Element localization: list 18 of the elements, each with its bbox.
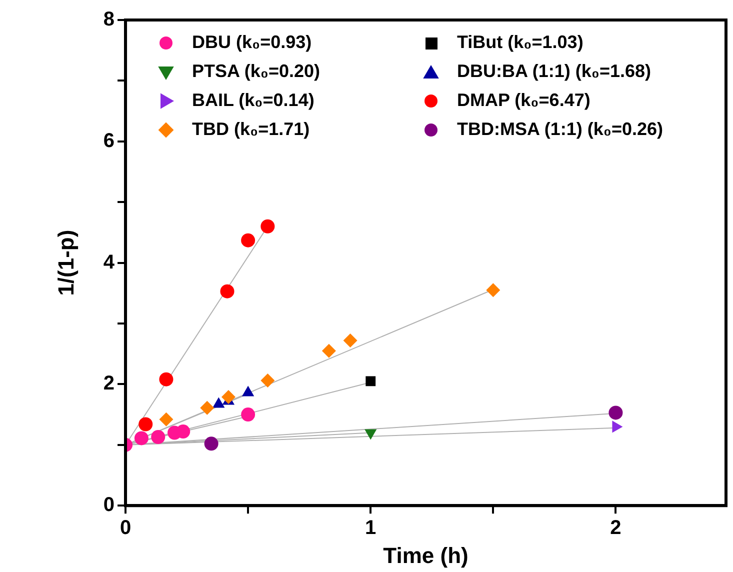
legend-label: DBU:BA (1:1) (k₀=1.68) (457, 61, 651, 82)
y-tick-label: 0 (103, 494, 115, 516)
y-tick-label: 8 (103, 8, 115, 31)
legend-label: TBD:MSA (1:1) (k₀=0.26) (457, 119, 663, 140)
legend-label: DMAP (k₀=6.47) (457, 90, 590, 111)
legend-label: TiBut (k₀=1.03) (457, 32, 584, 53)
legend-label: TBD (k₀=1.71) (192, 119, 310, 140)
y-tick-label: 2 (103, 372, 115, 395)
y-axis-title: 1/(1-p) (53, 230, 78, 296)
x-axis-title: Time (h) (383, 542, 468, 568)
y-tick-label: 4 (103, 251, 116, 274)
legend-label: PTSA (k₀=0.20) (192, 61, 320, 82)
legend-label: DBU (k₀=0.93) (192, 32, 312, 53)
y-tick-label: 6 (103, 130, 115, 152)
x-tick-label: 0 (120, 517, 132, 540)
x-tick-label: 1 (365, 517, 376, 540)
x-tick-label: 2 (610, 517, 622, 540)
legend-label: BAIL (k₀=0.14) (192, 90, 314, 111)
